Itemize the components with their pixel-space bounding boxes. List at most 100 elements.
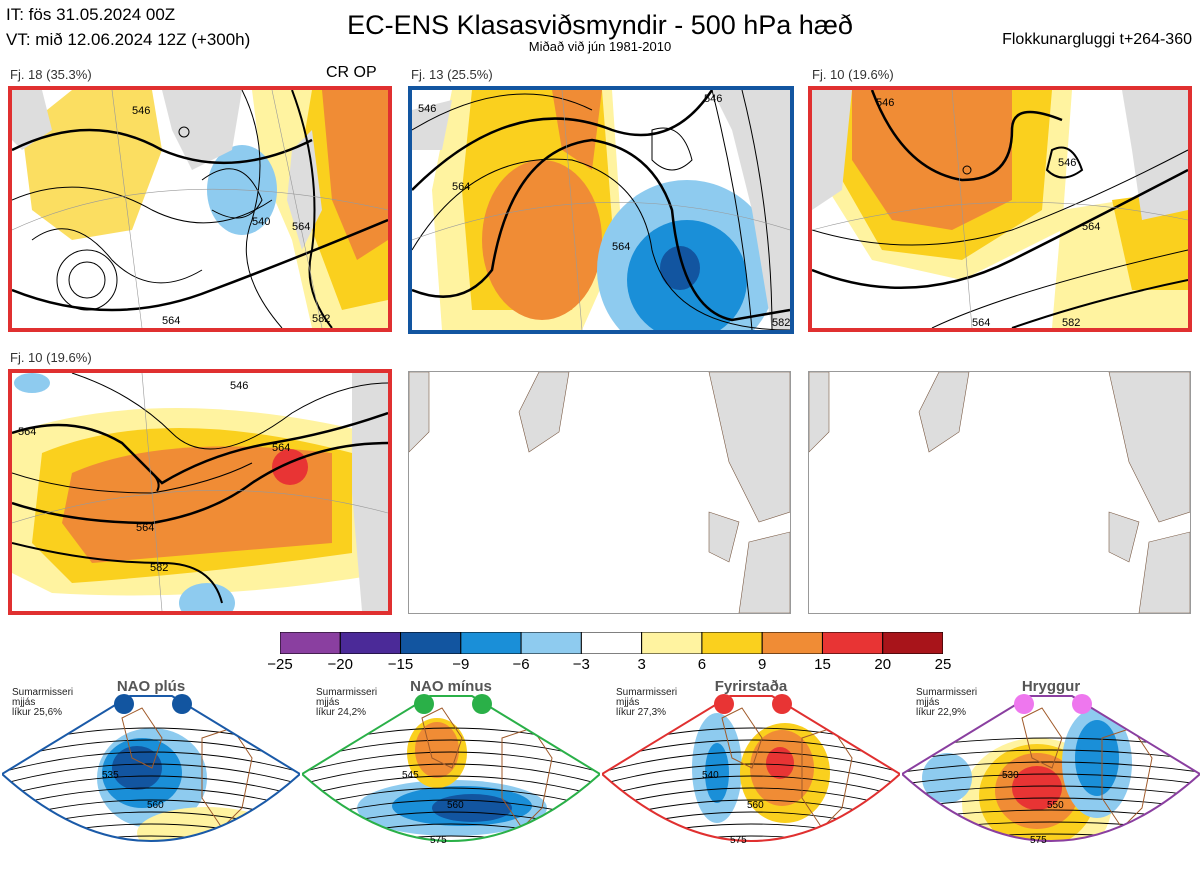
- colorbar-tick-label: 3: [637, 656, 646, 673]
- regime-note: Sumarmisseri mjjás líkur 24,2%: [316, 688, 377, 718]
- panel-3-label: Fj. 10 (19.6%): [812, 67, 894, 82]
- anomaly-blob: [766, 747, 794, 779]
- regime-panel: 530 550 575 Hryggur Sumarmisseri mjjás líkur 2…: [902, 678, 1200, 870]
- regime-dot-icon: [714, 694, 734, 714]
- panel-4-label: Fj. 10 (19.6%): [10, 350, 92, 365]
- regime-dot-icon: [114, 694, 134, 714]
- height-contour: [2, 848, 300, 868]
- height-contour: [902, 749, 1200, 761]
- panel-1-contour-label-1: 546: [132, 105, 150, 117]
- panel-4-contour-label-2: 564: [272, 442, 290, 454]
- colorbar-tick-label: −6: [512, 656, 530, 673]
- colorbar-tick-label: 9: [758, 656, 767, 673]
- colorbar-segment: [339, 631, 402, 655]
- init-time: IT: fös 31.05.2024 00Z: [6, 5, 176, 24]
- colorbar-tick-label: −25: [267, 656, 293, 673]
- height-contour: [302, 775, 600, 797]
- colorbar-segment: [520, 631, 582, 655]
- empty-map-5: [408, 371, 791, 614]
- regime-contour-label: 575: [430, 835, 447, 846]
- height-contour: [602, 848, 900, 868]
- regime-note-line: mjjás: [12, 697, 36, 708]
- panel-4-contour-label-5: 582: [150, 562, 168, 574]
- height-contour: [2, 751, 300, 773]
- regime-note-line: Sumarmisseri: [12, 687, 74, 698]
- height-contour: [602, 787, 900, 809]
- colorbar-tick-label: 25: [934, 656, 952, 673]
- regime-contour-label: 540: [702, 770, 719, 781]
- colorbar-segment: [761, 631, 823, 655]
- colorbar-tick-label: −15: [387, 656, 414, 673]
- valid-time: VT: mið 12.06.2024 12Z (+300h): [6, 30, 251, 49]
- colorbar-segment: [279, 631, 341, 655]
- height-contour: [302, 848, 600, 868]
- panel-4-contour-label-4: 564: [18, 426, 36, 438]
- colorbar-tick-label: 20: [874, 656, 892, 673]
- regime-name: Hryggur: [1021, 678, 1081, 695]
- regime-name: NAO plús: [116, 678, 186, 695]
- panel-3-contour-label-2: 546: [1058, 157, 1076, 169]
- regime-note-line: líkur 27,3%: [616, 707, 667, 718]
- panel-3-contour-label-3: 564: [1082, 221, 1100, 233]
- colorbar-tick-label: 6: [697, 656, 707, 673]
- panel-2-contour-label-2: 546: [704, 93, 722, 105]
- colorbar-tick-label: −20: [327, 656, 353, 673]
- colorbar-segment: [821, 631, 884, 655]
- regime-dot-icon: [172, 694, 192, 714]
- colorbar-segment: [882, 631, 944, 655]
- anomaly-blob: [415, 722, 459, 778]
- panel-2-contour-label-3: 564: [452, 181, 470, 193]
- regime-contour-label: 575: [730, 835, 747, 846]
- panel-1-label: Fj. 18 (35.3%): [10, 67, 92, 82]
- regime-note-line: Sumarmisseri: [916, 687, 978, 698]
- regime-note-line: líkur 24,2%: [316, 707, 367, 718]
- height-contour: [902, 858, 1200, 868]
- regime-frame: [602, 695, 900, 842]
- regime-contour-label: 575: [1030, 835, 1047, 846]
- regime-dot-icon: [1072, 694, 1092, 714]
- colorbar-tick-label: −3: [572, 656, 590, 673]
- regime-note-line: líkur 22,9%: [916, 707, 967, 718]
- panel-1-contour-label-2: 564: [162, 315, 180, 327]
- regime-note-line: Sumarmisseri: [316, 687, 378, 698]
- height-contour: [302, 787, 600, 809]
- anomaly-blob: [1075, 720, 1119, 796]
- height-contour: [902, 761, 1200, 773]
- empty-map-6: [808, 371, 1191, 614]
- colorbar: [279, 631, 944, 655]
- regime-panel: 535 560 NAO plús Sumarmisseri mjjás líkur 25,…: [2, 678, 300, 870]
- cluster-map-4: 546 564 564 564 582: [8, 369, 392, 615]
- regime-name: NAO mínus: [410, 678, 492, 695]
- height-contour: [602, 775, 900, 797]
- regime-note-line: líkur 25,6%: [12, 707, 63, 718]
- page-subtitle: Miðað við jún 1981-2010: [528, 39, 672, 54]
- page-title: EC-ENS Klasasviðsmyndir - 500 hPa hæð: [347, 10, 853, 40]
- colorbar-segment: [580, 631, 643, 655]
- panel-4-contour-label-3: 564: [136, 522, 154, 534]
- regime-note: Sumarmisseri mjjás líkur 27,3%: [616, 688, 677, 718]
- panel-3-contour-label-1: 546: [876, 97, 894, 109]
- regime-dot-icon: [772, 694, 792, 714]
- regime-contour-label: 550: [1047, 800, 1064, 811]
- panel-3-contour-label-4: 564: [972, 317, 990, 328]
- regime-contour-label: 560: [447, 800, 464, 811]
- panel-4-contour-label-1: 546: [230, 380, 248, 392]
- regime-name: Fyrirstaða: [714, 678, 788, 695]
- panel-2-contour-label-1: 546: [418, 103, 436, 115]
- height-contour: [2, 835, 300, 841]
- regime-note: Sumarmisseri mjjás líkur 22,9%: [916, 688, 977, 718]
- classification-window: Flokkunargluggi t+264-360: [1002, 31, 1192, 48]
- regime-panel: 540 560 575 Fyrirstaða Sumarmisseri mjjás líku…: [602, 678, 900, 870]
- panel-1-contour-label-5: 582: [312, 313, 330, 325]
- regime-contour-label: 560: [147, 800, 164, 811]
- colorbar-tick-label: −9: [452, 656, 470, 673]
- regime-dot-icon: [414, 694, 434, 714]
- panel-1-tag: CR OP: [326, 64, 377, 81]
- colorbar-segment: [400, 631, 462, 655]
- regime-frame: [302, 695, 600, 842]
- regime-note: Sumarmisseri mjjás líkur 25,6%: [12, 688, 73, 718]
- regime-dot-icon: [472, 694, 492, 714]
- colorbar-segment: [460, 631, 522, 655]
- panel-3-contour-label-5: 582: [1062, 317, 1080, 328]
- height-contour: [602, 763, 900, 785]
